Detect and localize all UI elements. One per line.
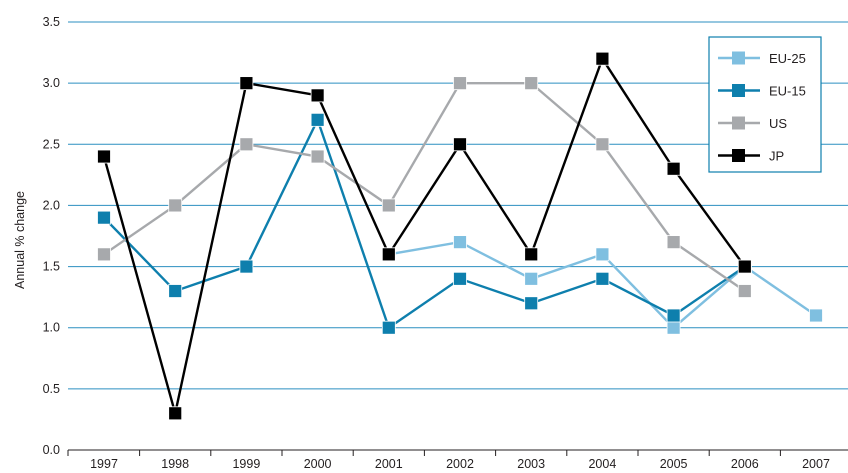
y-tick-label: 2.5	[43, 137, 60, 151]
x-tick-label: 2003	[517, 457, 545, 471]
legend-box	[708, 36, 822, 173]
data-point-eu-15	[381, 320, 396, 335]
data-point-jp	[737, 259, 752, 274]
data-point-us	[168, 198, 183, 213]
x-tick-label: 1997	[90, 457, 118, 471]
data-point-eu-15	[239, 259, 254, 274]
x-tick-label: 1999	[232, 457, 260, 471]
legend-label-eu-25: EU-25	[769, 51, 806, 66]
series-line-us	[103, 81, 746, 293]
x-tick-label: 2007	[802, 457, 830, 471]
x-tick-label: 2001	[375, 457, 403, 471]
x-tick-label: 1998	[161, 457, 189, 471]
y-axis-ticks: 0.0 0.5 1.0 1.5 2.0 2.5 3.0 3.5	[43, 15, 60, 457]
y-tick-label: 0.0	[43, 443, 60, 457]
data-point-jp	[524, 247, 539, 262]
data-point-us	[310, 149, 325, 164]
data-point-eu-25	[809, 308, 823, 323]
legend-label-us: US	[769, 116, 787, 131]
series-line-jp	[102, 56, 746, 414]
legend: EU-25 EU-15 US JP	[708, 36, 822, 173]
data-point-jp	[381, 247, 396, 262]
data-point-us	[239, 137, 254, 152]
data-point-us	[524, 76, 539, 91]
data-point-jp	[310, 88, 325, 103]
legend-marker-eu-25	[732, 51, 745, 65]
legend-marker-jp	[732, 149, 745, 162]
x-tick-label: 2002	[446, 457, 474, 471]
x-axis: 1997 1998 1999 2000 2001 2002 2003 2004 2005 2006…	[67, 449, 848, 471]
legend-marker-eu-15	[732, 84, 745, 97]
data-point-jp	[239, 76, 254, 91]
x-tick-label: 2000	[304, 457, 332, 471]
x-tick-label: 2005	[660, 457, 688, 471]
y-tick-label: 0.5	[43, 382, 60, 396]
y-tick-label: 1.0	[43, 321, 60, 335]
data-point-eu-15	[666, 308, 681, 323]
data-point-eu-15	[524, 296, 539, 311]
y-tick-label: 3.0	[43, 76, 60, 90]
data-point-us	[453, 76, 467, 91]
data-point-eu-15	[453, 271, 467, 286]
data-point-us	[97, 247, 111, 262]
data-point-eu-15	[595, 271, 610, 286]
data-point-jp	[595, 51, 610, 66]
data-point-eu-25	[595, 247, 610, 262]
data-point-eu-15	[310, 112, 325, 127]
data-point-us	[737, 284, 752, 298]
data-point-eu-25	[453, 235, 467, 250]
y-tick-label: 1.5	[43, 260, 60, 274]
legend-label-eu-15: EU-15	[769, 84, 806, 99]
data-point-jp	[168, 406, 183, 421]
data-point-us	[595, 137, 610, 152]
y-tick-label: 3.5	[43, 15, 60, 29]
data-point-jp	[666, 161, 681, 176]
data-point-jp	[453, 137, 467, 152]
x-tick-label: 2004	[588, 457, 616, 471]
series	[97, 51, 823, 421]
data-point-eu-25	[524, 271, 539, 286]
data-point-eu-15	[168, 284, 183, 298]
data-point-eu-25	[666, 320, 681, 335]
legend-marker-us	[732, 116, 745, 130]
data-point-us	[381, 198, 396, 213]
data-point-eu-15	[97, 210, 111, 225]
legend-label-jp: JP	[769, 149, 784, 164]
x-tick-label: 2006	[731, 457, 759, 471]
series-line-eu-15	[103, 116, 746, 330]
data-point-jp	[97, 149, 111, 164]
data-point-us	[666, 235, 681, 250]
y-axis-title: Annual % change	[13, 191, 27, 289]
y-tick-label: 2.0	[43, 198, 60, 212]
